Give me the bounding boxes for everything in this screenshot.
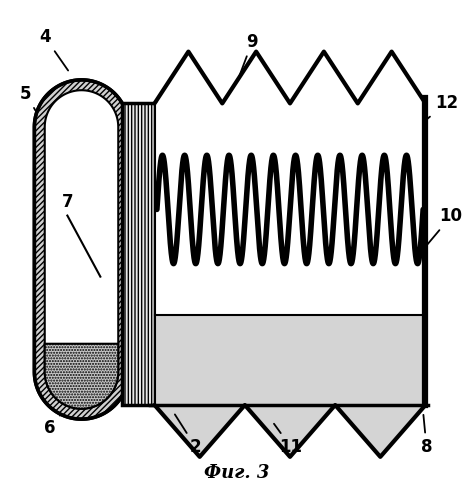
Text: 4: 4 bbox=[39, 28, 68, 70]
Polygon shape bbox=[45, 344, 118, 409]
Bar bbox=[121, 103, 155, 405]
Text: 6: 6 bbox=[44, 414, 61, 437]
Text: Фиг. 3: Фиг. 3 bbox=[204, 465, 270, 483]
Polygon shape bbox=[155, 37, 426, 103]
Bar bbox=[155, 103, 426, 315]
Text: 9: 9 bbox=[238, 33, 258, 80]
Polygon shape bbox=[155, 315, 426, 457]
Polygon shape bbox=[335, 405, 426, 457]
Polygon shape bbox=[155, 405, 245, 457]
Text: 10: 10 bbox=[425, 207, 463, 248]
Text: 11: 11 bbox=[274, 424, 302, 456]
Polygon shape bbox=[45, 90, 118, 409]
Text: 12: 12 bbox=[425, 94, 458, 121]
Text: 8: 8 bbox=[421, 415, 432, 456]
Text: 5: 5 bbox=[20, 85, 36, 110]
Polygon shape bbox=[245, 405, 335, 457]
Text: 2: 2 bbox=[175, 414, 201, 456]
Polygon shape bbox=[35, 80, 128, 419]
Text: 7: 7 bbox=[62, 193, 73, 211]
